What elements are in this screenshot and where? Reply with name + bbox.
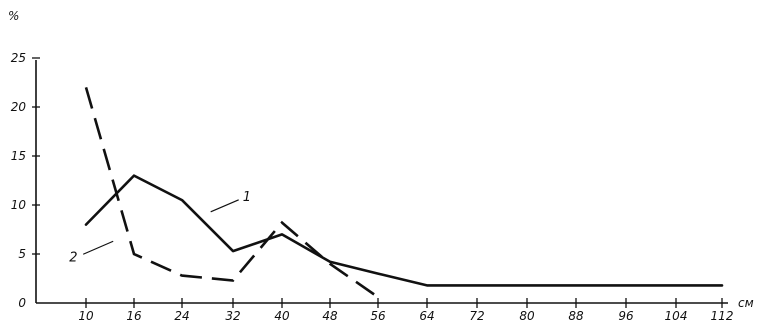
x-tick-label: 48 <box>322 309 338 323</box>
y-tick-label: 10 <box>11 198 27 212</box>
x-axis-label: см <box>738 296 754 310</box>
y-tick-label: 15 <box>11 149 26 163</box>
x-tick-label: 96 <box>618 309 634 323</box>
x-tick-label: 10 <box>78 309 94 323</box>
y-axis-label: % <box>8 9 19 23</box>
y-ticks: 0 5 10 15 20 25 <box>11 51 40 310</box>
x-tick-label: 32 <box>225 309 240 323</box>
series-layer <box>84 87 724 299</box>
series-2-line <box>84 87 379 299</box>
series-labels: 12 <box>69 190 251 265</box>
y-tick-label: 20 <box>11 100 27 114</box>
x-tick-label: 80 <box>519 309 535 323</box>
y-tick-label: 0 <box>18 296 26 310</box>
series-2-leader <box>82 240 114 255</box>
x-tick-label: 64 <box>419 309 434 323</box>
series-1-label: 1 <box>243 190 251 205</box>
x-tick-label: 56 <box>370 309 386 323</box>
x-ticks: 10 16 24 32 40 48 56 64 72 80 88 96 104 112 <box>78 298 733 323</box>
x-tick-label: 16 <box>126 309 142 323</box>
x-tick-label: 24 <box>174 309 189 323</box>
x-tick-label: 104 <box>665 309 688 323</box>
series-1-line <box>84 174 724 287</box>
series-2-label: 2 <box>69 250 77 265</box>
x-tick-label: 40 <box>274 309 290 323</box>
y-tick-label: 5 <box>18 247 26 261</box>
x-tick-label: 112 <box>711 309 734 323</box>
series-1-leader <box>210 199 239 213</box>
x-tick-label: 88 <box>568 309 584 323</box>
y-tick-label: 25 <box>11 51 26 65</box>
x-tick-label: 72 <box>469 309 484 323</box>
